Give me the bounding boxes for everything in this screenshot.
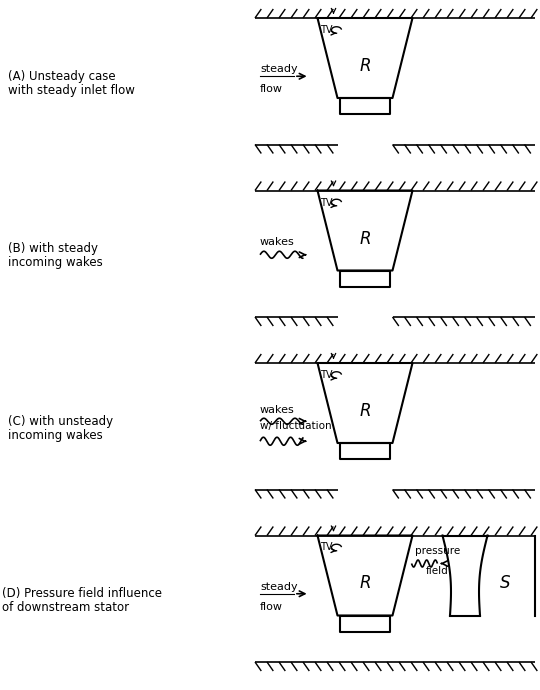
Text: R: R [359, 402, 371, 420]
Text: (A) Unsteady case: (A) Unsteady case [8, 70, 116, 83]
Text: (D) Pressure field influence: (D) Pressure field influence [2, 587, 162, 600]
Text: R: R [359, 575, 371, 593]
Text: (C) with unsteady: (C) with unsteady [8, 415, 113, 428]
Text: (B) with steady: (B) with steady [8, 242, 98, 255]
Text: wakes: wakes [260, 237, 295, 247]
Text: incoming wakes: incoming wakes [8, 428, 103, 442]
Text: field: field [426, 566, 449, 575]
Text: pressure: pressure [415, 546, 460, 555]
Text: steady: steady [260, 64, 298, 75]
Text: of downstream stator: of downstream stator [2, 601, 129, 614]
Text: S: S [500, 575, 511, 593]
Text: R: R [359, 230, 371, 248]
Text: incoming wakes: incoming wakes [8, 256, 103, 269]
Text: flow: flow [260, 84, 283, 95]
Text: steady: steady [260, 582, 298, 592]
Text: wakes: wakes [260, 405, 295, 415]
Text: with steady inlet flow: with steady inlet flow [8, 83, 135, 97]
Text: TV: TV [321, 197, 333, 208]
Text: TV: TV [321, 542, 333, 553]
Text: TV: TV [321, 370, 333, 380]
Text: TV: TV [321, 25, 333, 35]
Text: R: R [359, 57, 371, 75]
Text: w/ fluctuation: w/ fluctuation [260, 422, 332, 431]
Text: flow: flow [260, 602, 283, 612]
